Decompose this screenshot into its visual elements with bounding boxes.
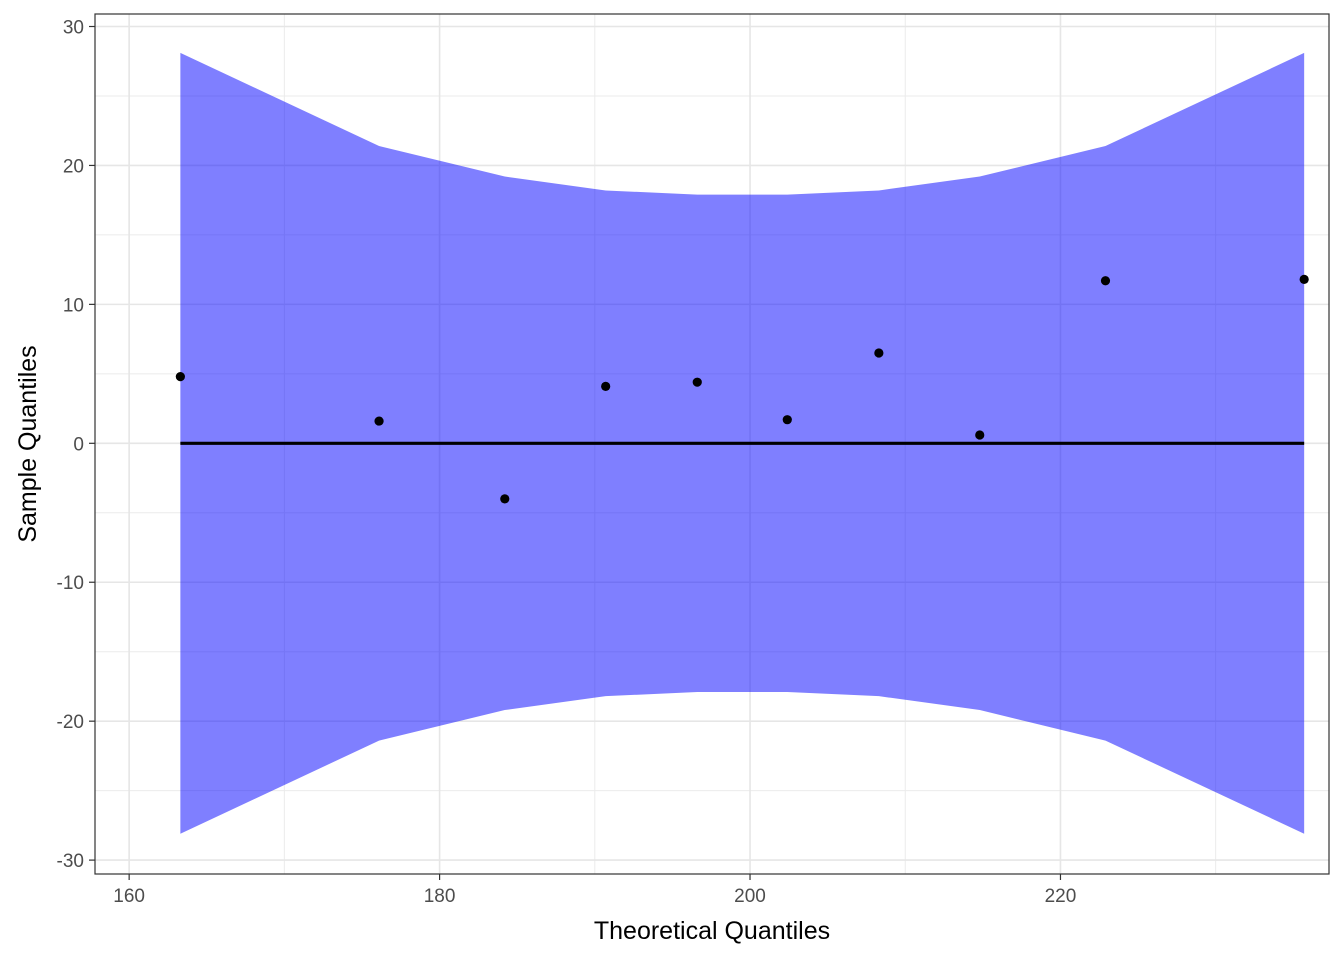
x-tick-label: 220 <box>1045 886 1077 907</box>
y-tick-label: 10 <box>63 295 84 316</box>
data-point <box>692 377 702 387</box>
x-axis-title: Theoretical Quantiles <box>594 917 830 945</box>
y-tick-label: -20 <box>57 712 84 733</box>
data-point <box>975 430 985 440</box>
y-tick-label: 20 <box>63 156 84 177</box>
data-point <box>782 415 792 425</box>
data-point <box>374 416 384 426</box>
y-tick-label: 0 <box>73 434 84 455</box>
y-axis: -30 -20 -10 0 10 20 30 <box>57 18 95 872</box>
x-tick-label: 200 <box>734 886 766 907</box>
y-tick-label: -10 <box>57 573 84 594</box>
points-layer <box>175 274 1309 504</box>
data-point <box>1299 274 1309 284</box>
panel-border <box>94 13 1330 875</box>
y-tick-label: -30 <box>57 851 84 872</box>
data-point <box>874 348 884 358</box>
y-tick-label: 30 <box>63 18 84 39</box>
data-point <box>175 372 185 382</box>
y-axis-title: Sample Quantiles <box>14 345 42 542</box>
x-tick-label: 160 <box>113 886 145 907</box>
x-tick-label: 180 <box>424 886 456 907</box>
data-point <box>1100 276 1111 286</box>
data-point <box>500 494 510 504</box>
x-axis: 160 180 200 220 <box>113 874 1076 907</box>
data-point <box>601 381 611 391</box>
